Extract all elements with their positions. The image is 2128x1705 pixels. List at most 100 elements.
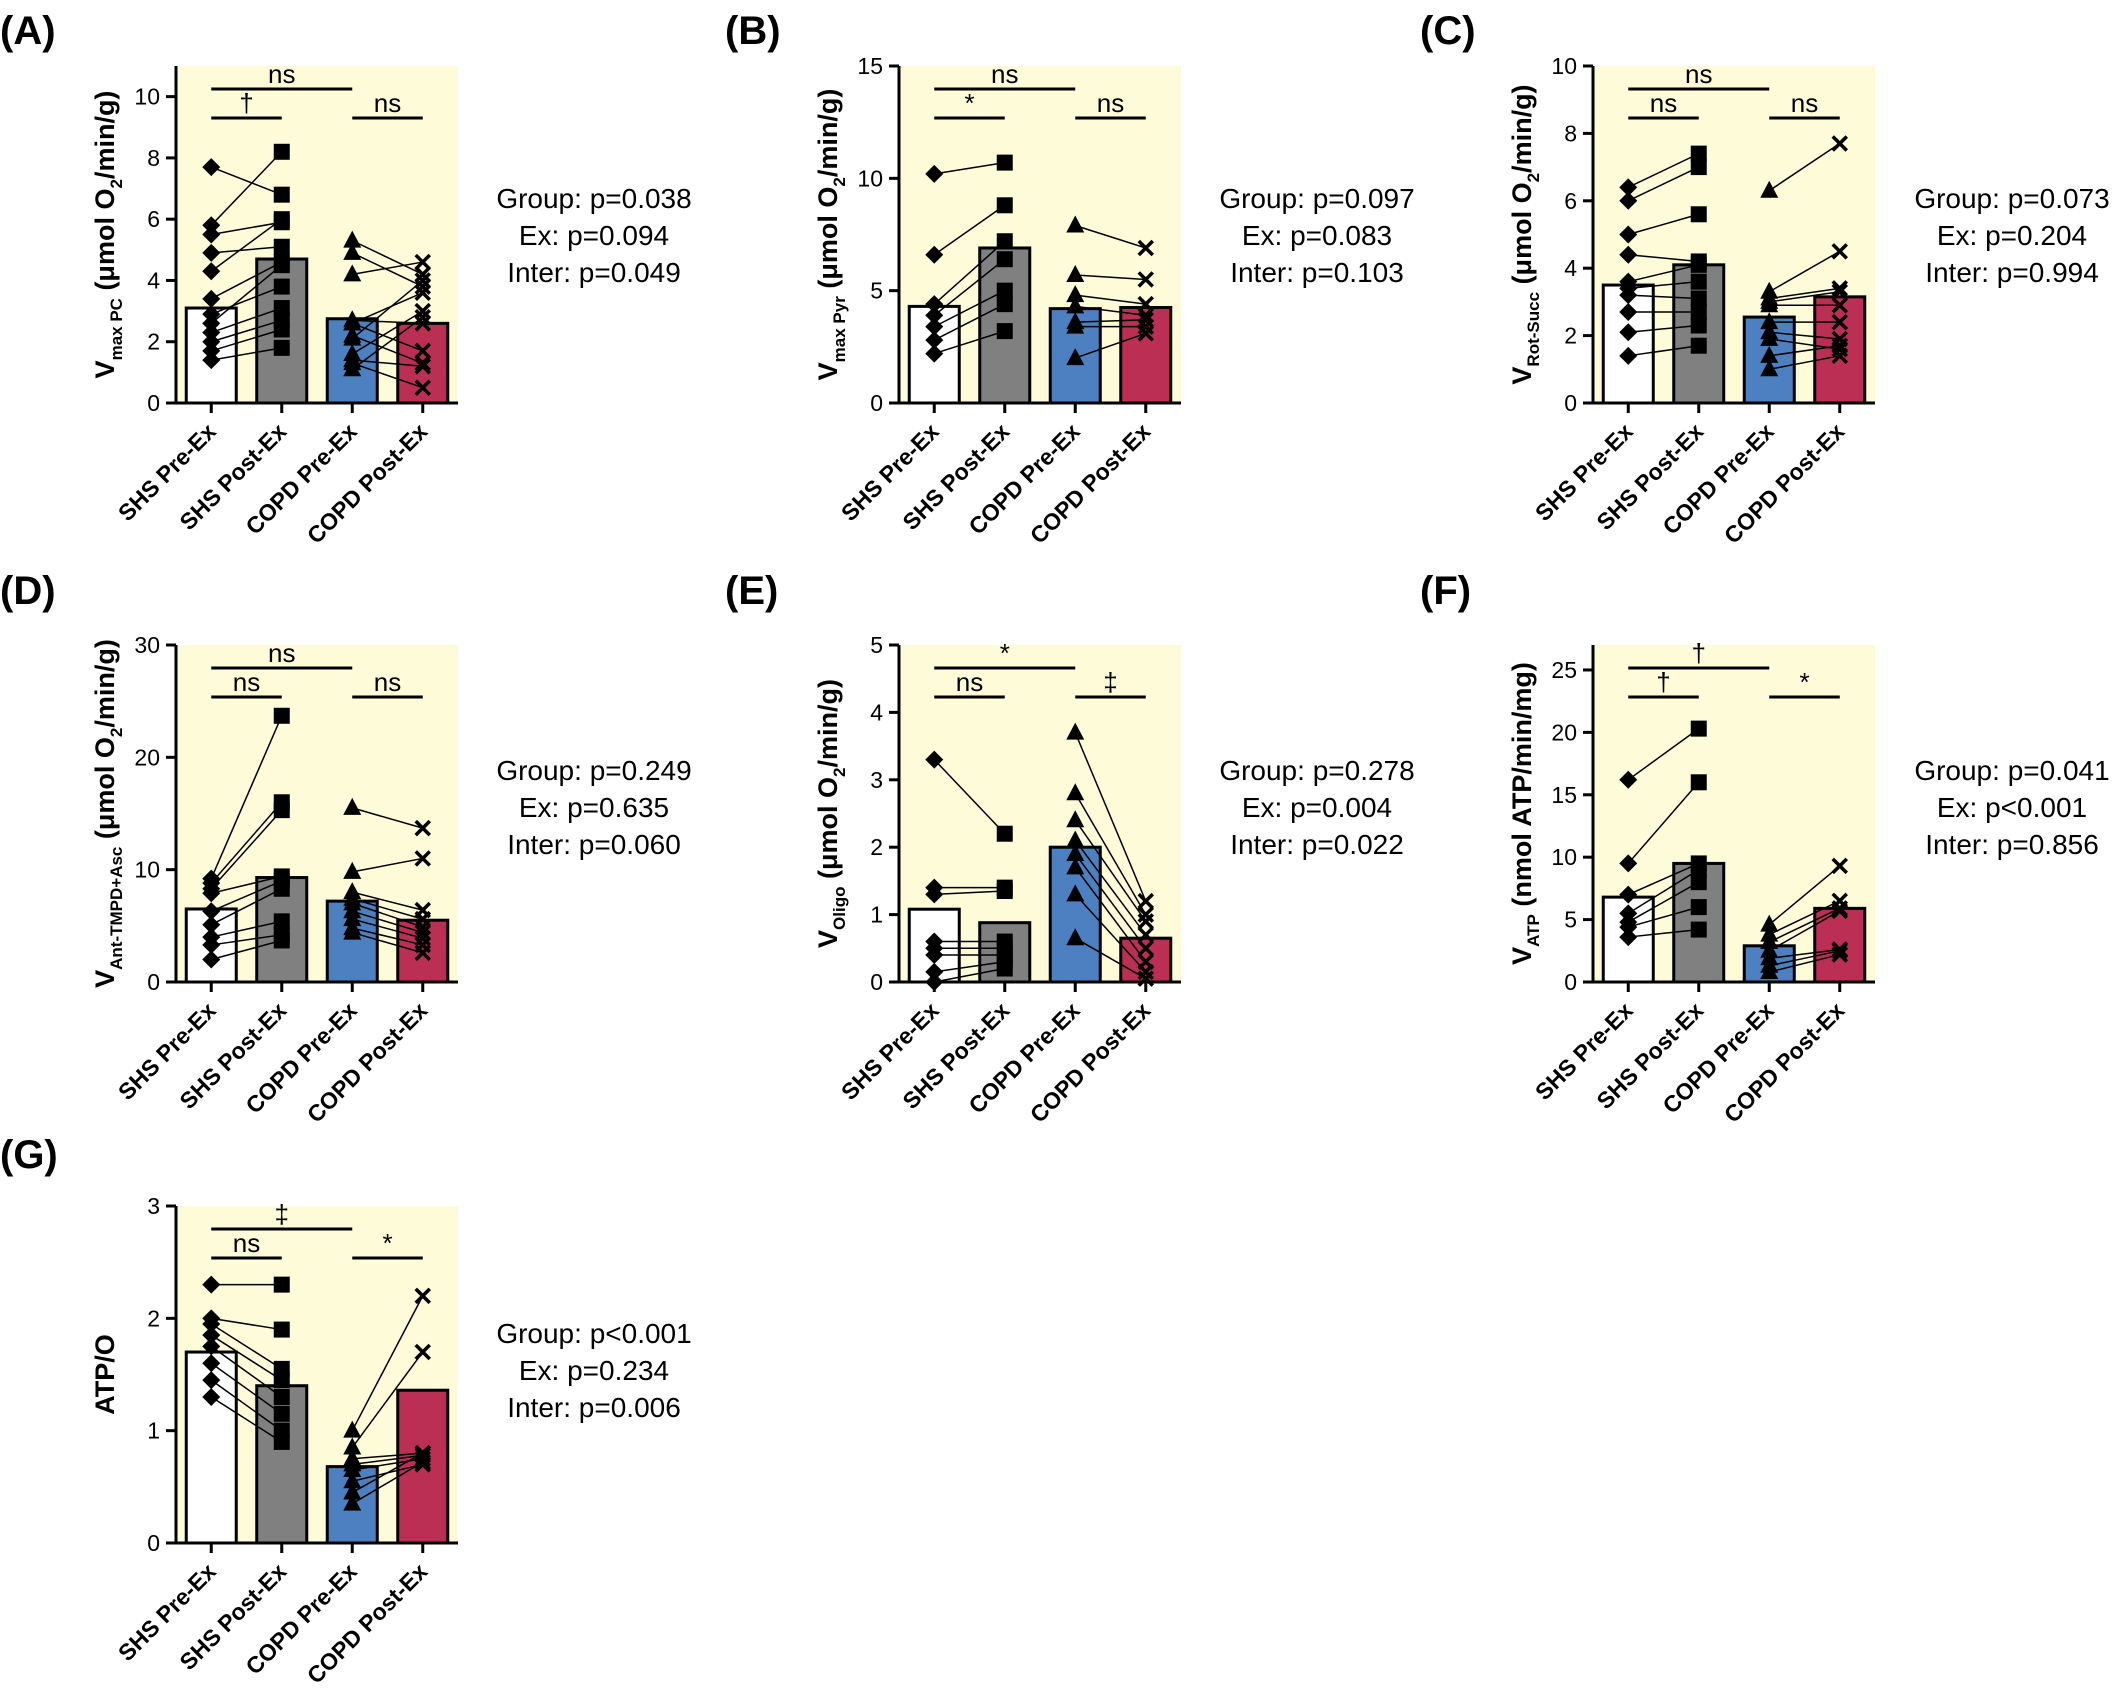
y-tick-label: 0 xyxy=(1564,390,1577,416)
paired-line xyxy=(351,316,424,370)
y-tick-label: 10 xyxy=(857,165,883,191)
y-tick-label: 30 xyxy=(134,632,160,658)
cross-stroke xyxy=(414,1453,431,1471)
data-point-diamond xyxy=(202,323,221,342)
data-point-triangle xyxy=(1760,312,1779,330)
significance-label: ns xyxy=(956,667,983,697)
y-axis-label-part: (μmol O xyxy=(813,187,843,297)
data-point-triangle xyxy=(1760,359,1779,377)
panel-letter: (D) xyxy=(0,569,56,613)
x-tick-label: COPD Post-Ex xyxy=(1719,997,1850,1128)
data-point-diamond xyxy=(202,1354,221,1373)
data-point-diamond xyxy=(925,245,944,264)
paired-line xyxy=(934,967,1005,983)
x-tick-label: COPD Post-Ex xyxy=(302,418,433,549)
paired-line xyxy=(352,931,423,954)
paired-line xyxy=(352,1458,423,1471)
data-point-square xyxy=(273,300,290,317)
paired-line xyxy=(934,890,1005,896)
data-point-triangle xyxy=(1760,180,1779,198)
y-tick-label: 1 xyxy=(147,1418,160,1444)
cross-stroke xyxy=(414,302,431,320)
paired-line xyxy=(933,258,1006,316)
cross-stroke xyxy=(1137,892,1154,910)
data-point-cross xyxy=(414,1453,431,1471)
paired-line xyxy=(352,1452,423,1460)
data-point-cross xyxy=(414,278,431,295)
stats-line: Ex: p=0.004 xyxy=(1242,792,1392,823)
cross-stroke xyxy=(414,379,431,396)
data-point-diamond xyxy=(202,341,221,360)
y-axis-label-part: 2 xyxy=(830,177,849,186)
paired-line xyxy=(1075,274,1146,281)
y-axis-label-part: V xyxy=(90,360,120,378)
y-axis-label-part: (μmol O xyxy=(90,189,120,299)
stats-line: Group: p=0.073 xyxy=(1914,183,2109,214)
y-axis-label-part: (μmol O xyxy=(1507,182,1537,292)
data-point-diamond xyxy=(202,351,221,370)
y-tick-label: 25 xyxy=(1551,657,1577,683)
paired-line xyxy=(933,289,1006,328)
data-point-diamond xyxy=(925,306,944,325)
stats-line: Inter: p=0.103 xyxy=(1230,257,1404,288)
data-point-cross xyxy=(1831,135,1848,152)
y-axis-label-part: Rot-Succ xyxy=(1524,292,1543,367)
data-point-square xyxy=(1690,304,1707,321)
y-tick-label: 2 xyxy=(147,1305,160,1331)
cross-stroke xyxy=(1831,280,1848,297)
data-point-square xyxy=(1690,337,1707,354)
cross-stroke xyxy=(1831,900,1848,917)
cross-stroke xyxy=(1831,902,1848,920)
data-point-diamond xyxy=(202,314,221,333)
data-point-diamond xyxy=(202,915,221,934)
y-tick-label: 10 xyxy=(134,857,160,883)
paired-line xyxy=(1074,937,1147,980)
data-point-diamond xyxy=(925,962,944,981)
data-point-square xyxy=(996,960,1013,977)
data-point-cross xyxy=(414,253,431,271)
data-point-diamond xyxy=(1619,286,1638,305)
cross-stroke xyxy=(1137,906,1154,923)
data-point-square xyxy=(273,238,290,255)
data-point-square xyxy=(273,1372,290,1389)
paired-line xyxy=(1628,344,1699,357)
significance-label: ‡ xyxy=(1103,667,1117,697)
paired-line xyxy=(210,151,283,226)
data-point-cross xyxy=(1137,311,1154,329)
y-axis-label-part: (μmol O xyxy=(90,737,120,847)
data-point-cross xyxy=(1831,243,1848,260)
data-point-diamond xyxy=(202,884,221,903)
x-tick-label: COPD Post-Ex xyxy=(302,1558,433,1689)
data-point-diamond xyxy=(925,295,944,314)
stats-line: Group: p<0.001 xyxy=(496,1318,691,1349)
data-point-diamond xyxy=(202,332,221,351)
paired-line xyxy=(211,328,282,352)
data-point-cross xyxy=(1831,280,1848,297)
cross-stroke xyxy=(1831,135,1848,152)
y-tick-label: 0 xyxy=(147,390,160,416)
paired-line xyxy=(351,322,424,352)
y-tick-label: 4 xyxy=(1564,255,1577,281)
data-point-diamond xyxy=(925,164,944,183)
y-axis-label-part: V xyxy=(813,930,843,948)
data-point-triangle xyxy=(1760,932,1779,950)
data-point-cross xyxy=(1137,913,1154,930)
data-point-square xyxy=(1690,256,1707,273)
cross-stroke xyxy=(414,1343,431,1361)
data-point-cross xyxy=(414,1447,431,1464)
data-point-diamond xyxy=(1619,928,1638,947)
paired-line xyxy=(1075,294,1146,305)
paired-line xyxy=(933,303,1006,341)
paired-line xyxy=(352,927,423,946)
cross-stroke xyxy=(1137,963,1154,981)
data-point-triangle xyxy=(343,264,362,282)
data-point-triangle xyxy=(343,1471,362,1489)
paired-line xyxy=(352,1454,423,1466)
cross-stroke xyxy=(1831,313,1848,331)
y-tick-label: 0 xyxy=(870,969,883,995)
cross-stroke xyxy=(414,924,431,941)
y-tick-label: 8 xyxy=(1564,120,1577,146)
data-point-diamond xyxy=(1619,191,1638,210)
paired-line xyxy=(1769,331,1840,340)
